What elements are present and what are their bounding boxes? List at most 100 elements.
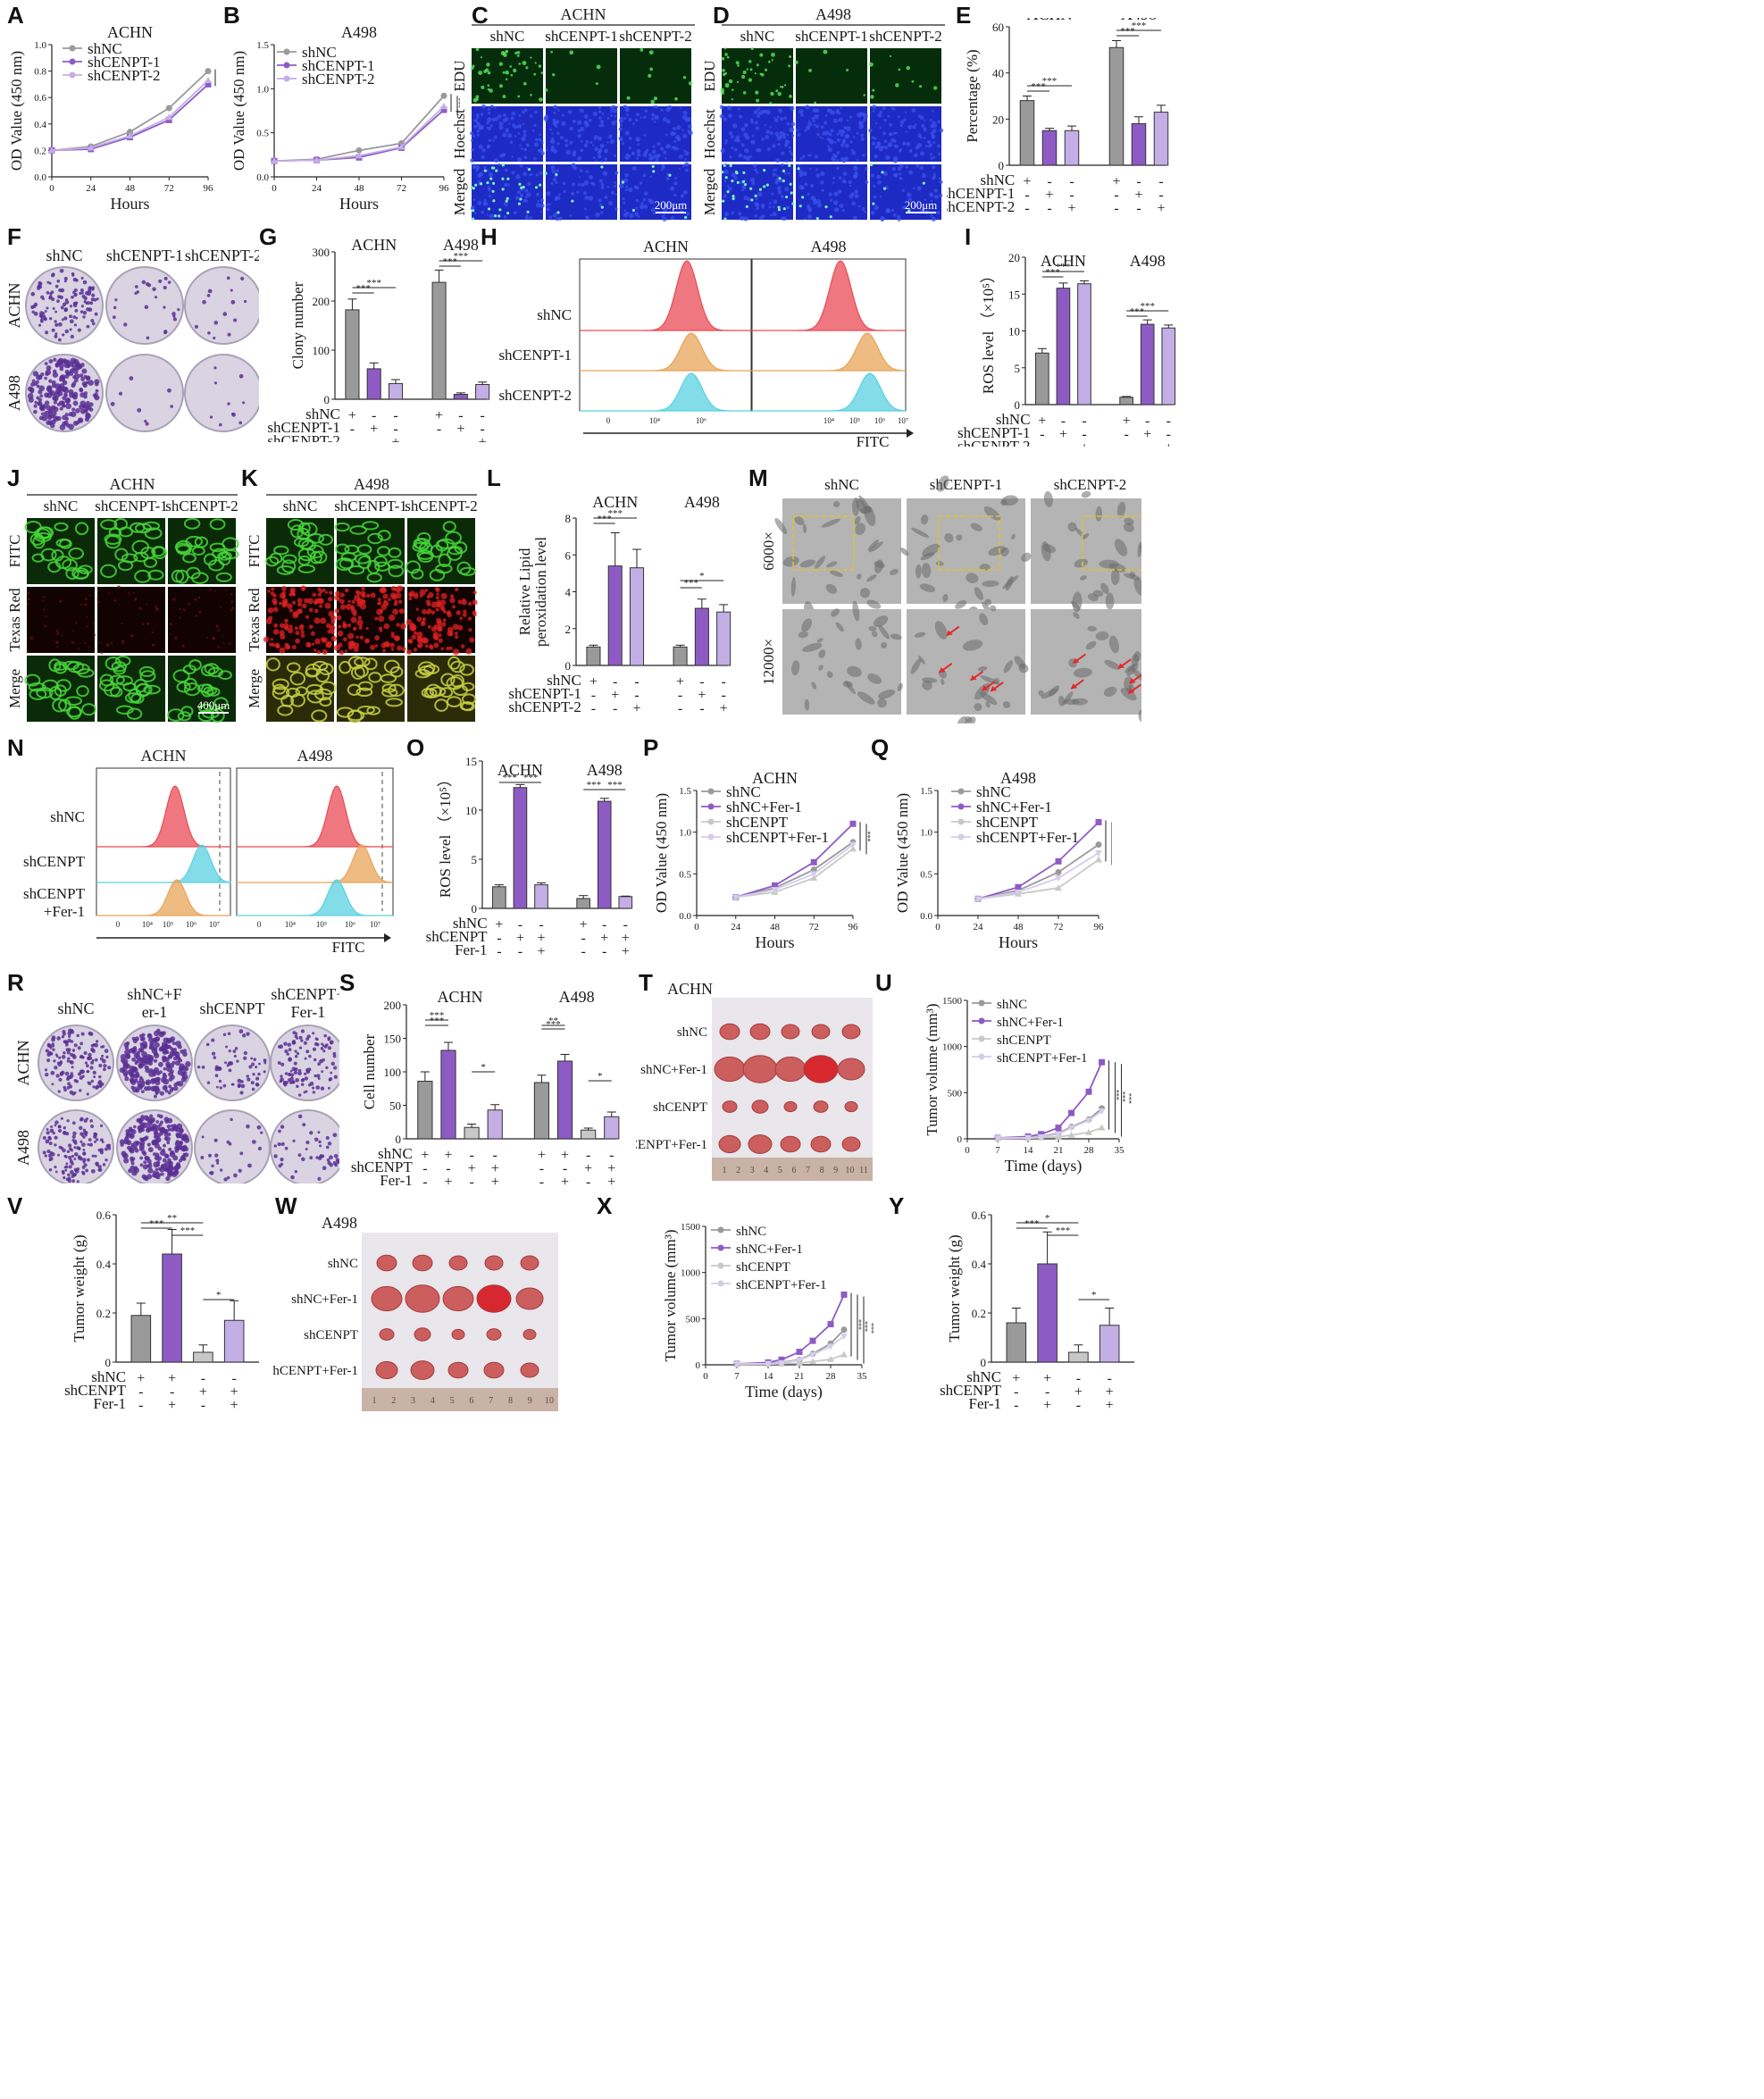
cell-dot: [59, 599, 63, 603]
cell-dot: [623, 209, 627, 213]
colony: [206, 1081, 211, 1085]
data-point: [849, 845, 857, 852]
colony: [231, 1083, 235, 1086]
cell-dot: [440, 647, 444, 651]
data-point: [778, 1359, 785, 1367]
cell-dot: [462, 612, 467, 617]
cell-dot: [788, 146, 791, 149]
cell-dot: [731, 146, 734, 150]
cell-dot: [723, 217, 727, 221]
cell-dot: [75, 622, 78, 624]
cell-dot: [506, 133, 513, 138]
cell-dot: [907, 209, 911, 213]
panel-letter-y: Y: [889, 1192, 905, 1219]
cell-dot: [391, 594, 397, 600]
colony: [160, 1120, 163, 1125]
colony: [228, 1141, 232, 1146]
cell-dot: [815, 199, 821, 204]
colony: [126, 1053, 130, 1058]
cell-dot: [891, 107, 896, 111]
cell-dot: [523, 108, 528, 112]
cell-dot: [930, 199, 933, 203]
cell-dot: [786, 133, 790, 137]
y-tick-label: 1.0: [34, 40, 46, 51]
cell-dot: [722, 69, 725, 72]
cell-dot: [626, 113, 630, 117]
organelle: [956, 715, 967, 723]
cell-dot: [588, 118, 592, 122]
cell-dot: [337, 630, 344, 637]
data-point: [827, 1355, 834, 1362]
sign: +: [1123, 414, 1131, 429]
sign: +: [444, 1175, 452, 1190]
cell-ring: [357, 681, 373, 691]
cell-dot: [769, 125, 773, 129]
group-label: ACHN: [1041, 252, 1086, 270]
cell-dot: [511, 171, 515, 175]
colony: [180, 1135, 186, 1141]
cell-dot: [475, 47, 480, 52]
cell-ring: [318, 663, 334, 675]
colony: [177, 307, 180, 312]
y-tick-label: 0: [1015, 398, 1021, 412]
colony: [314, 1037, 318, 1041]
colony: [202, 299, 206, 305]
colony: [304, 1057, 307, 1060]
colony: [234, 1047, 238, 1050]
cell-dot: [595, 82, 598, 86]
colony: [31, 379, 36, 383]
cell-dot: [525, 199, 528, 203]
colony: [155, 1133, 161, 1139]
cell-ring: [430, 544, 443, 558]
cell-dot: [374, 635, 380, 641]
row-label: shNC: [50, 808, 85, 825]
cell-dot: [436, 592, 439, 596]
row-label: Fer-1: [380, 1172, 412, 1189]
organelle: [1100, 582, 1109, 594]
cell-dot: [861, 120, 865, 123]
cell-dot: [626, 96, 631, 100]
cell-dot: [524, 188, 529, 193]
cell-dot: [833, 141, 837, 144]
cell-dot: [922, 181, 925, 185]
colony: [159, 1127, 166, 1133]
colony: [92, 1070, 96, 1075]
cell-dot: [681, 202, 685, 206]
cell-dot: [383, 640, 389, 648]
y-tick-label: 60: [992, 21, 1004, 34]
colony: [144, 305, 149, 310]
tumor: [515, 1287, 544, 1310]
colony: [83, 394, 88, 399]
cell-dot: [841, 159, 846, 163]
colony: [65, 399, 70, 404]
cell-dot: [906, 192, 912, 197]
cell-dot: [584, 207, 587, 211]
cell-dot: [97, 601, 100, 604]
data-point: [1024, 1134, 1032, 1141]
cell-dot: [916, 142, 923, 148]
colony: [124, 1076, 130, 1082]
cell-dot: [904, 111, 907, 114]
colony: [169, 1050, 176, 1058]
cell-dot: [534, 110, 538, 114]
colony: [79, 310, 84, 314]
cell-dot: [763, 169, 766, 172]
cell-dot: [573, 150, 577, 154]
cell-dot: [874, 145, 879, 149]
x-tick-label: 14: [764, 1371, 774, 1382]
colony: [88, 402, 94, 407]
cell-dot: [883, 118, 887, 122]
cell-ring: [37, 526, 54, 539]
column-label: shCENPT-2: [869, 28, 942, 45]
colony: [243, 299, 247, 304]
cell-dot: [768, 202, 772, 205]
organelle: [935, 561, 944, 566]
sign: +: [580, 917, 588, 932]
cell-ring: [389, 665, 404, 678]
cell-dot: [670, 186, 675, 191]
cell-ring: [314, 688, 332, 701]
tumor: [844, 1100, 858, 1113]
cell-dot: [483, 166, 487, 170]
cell-dot: [503, 113, 506, 117]
